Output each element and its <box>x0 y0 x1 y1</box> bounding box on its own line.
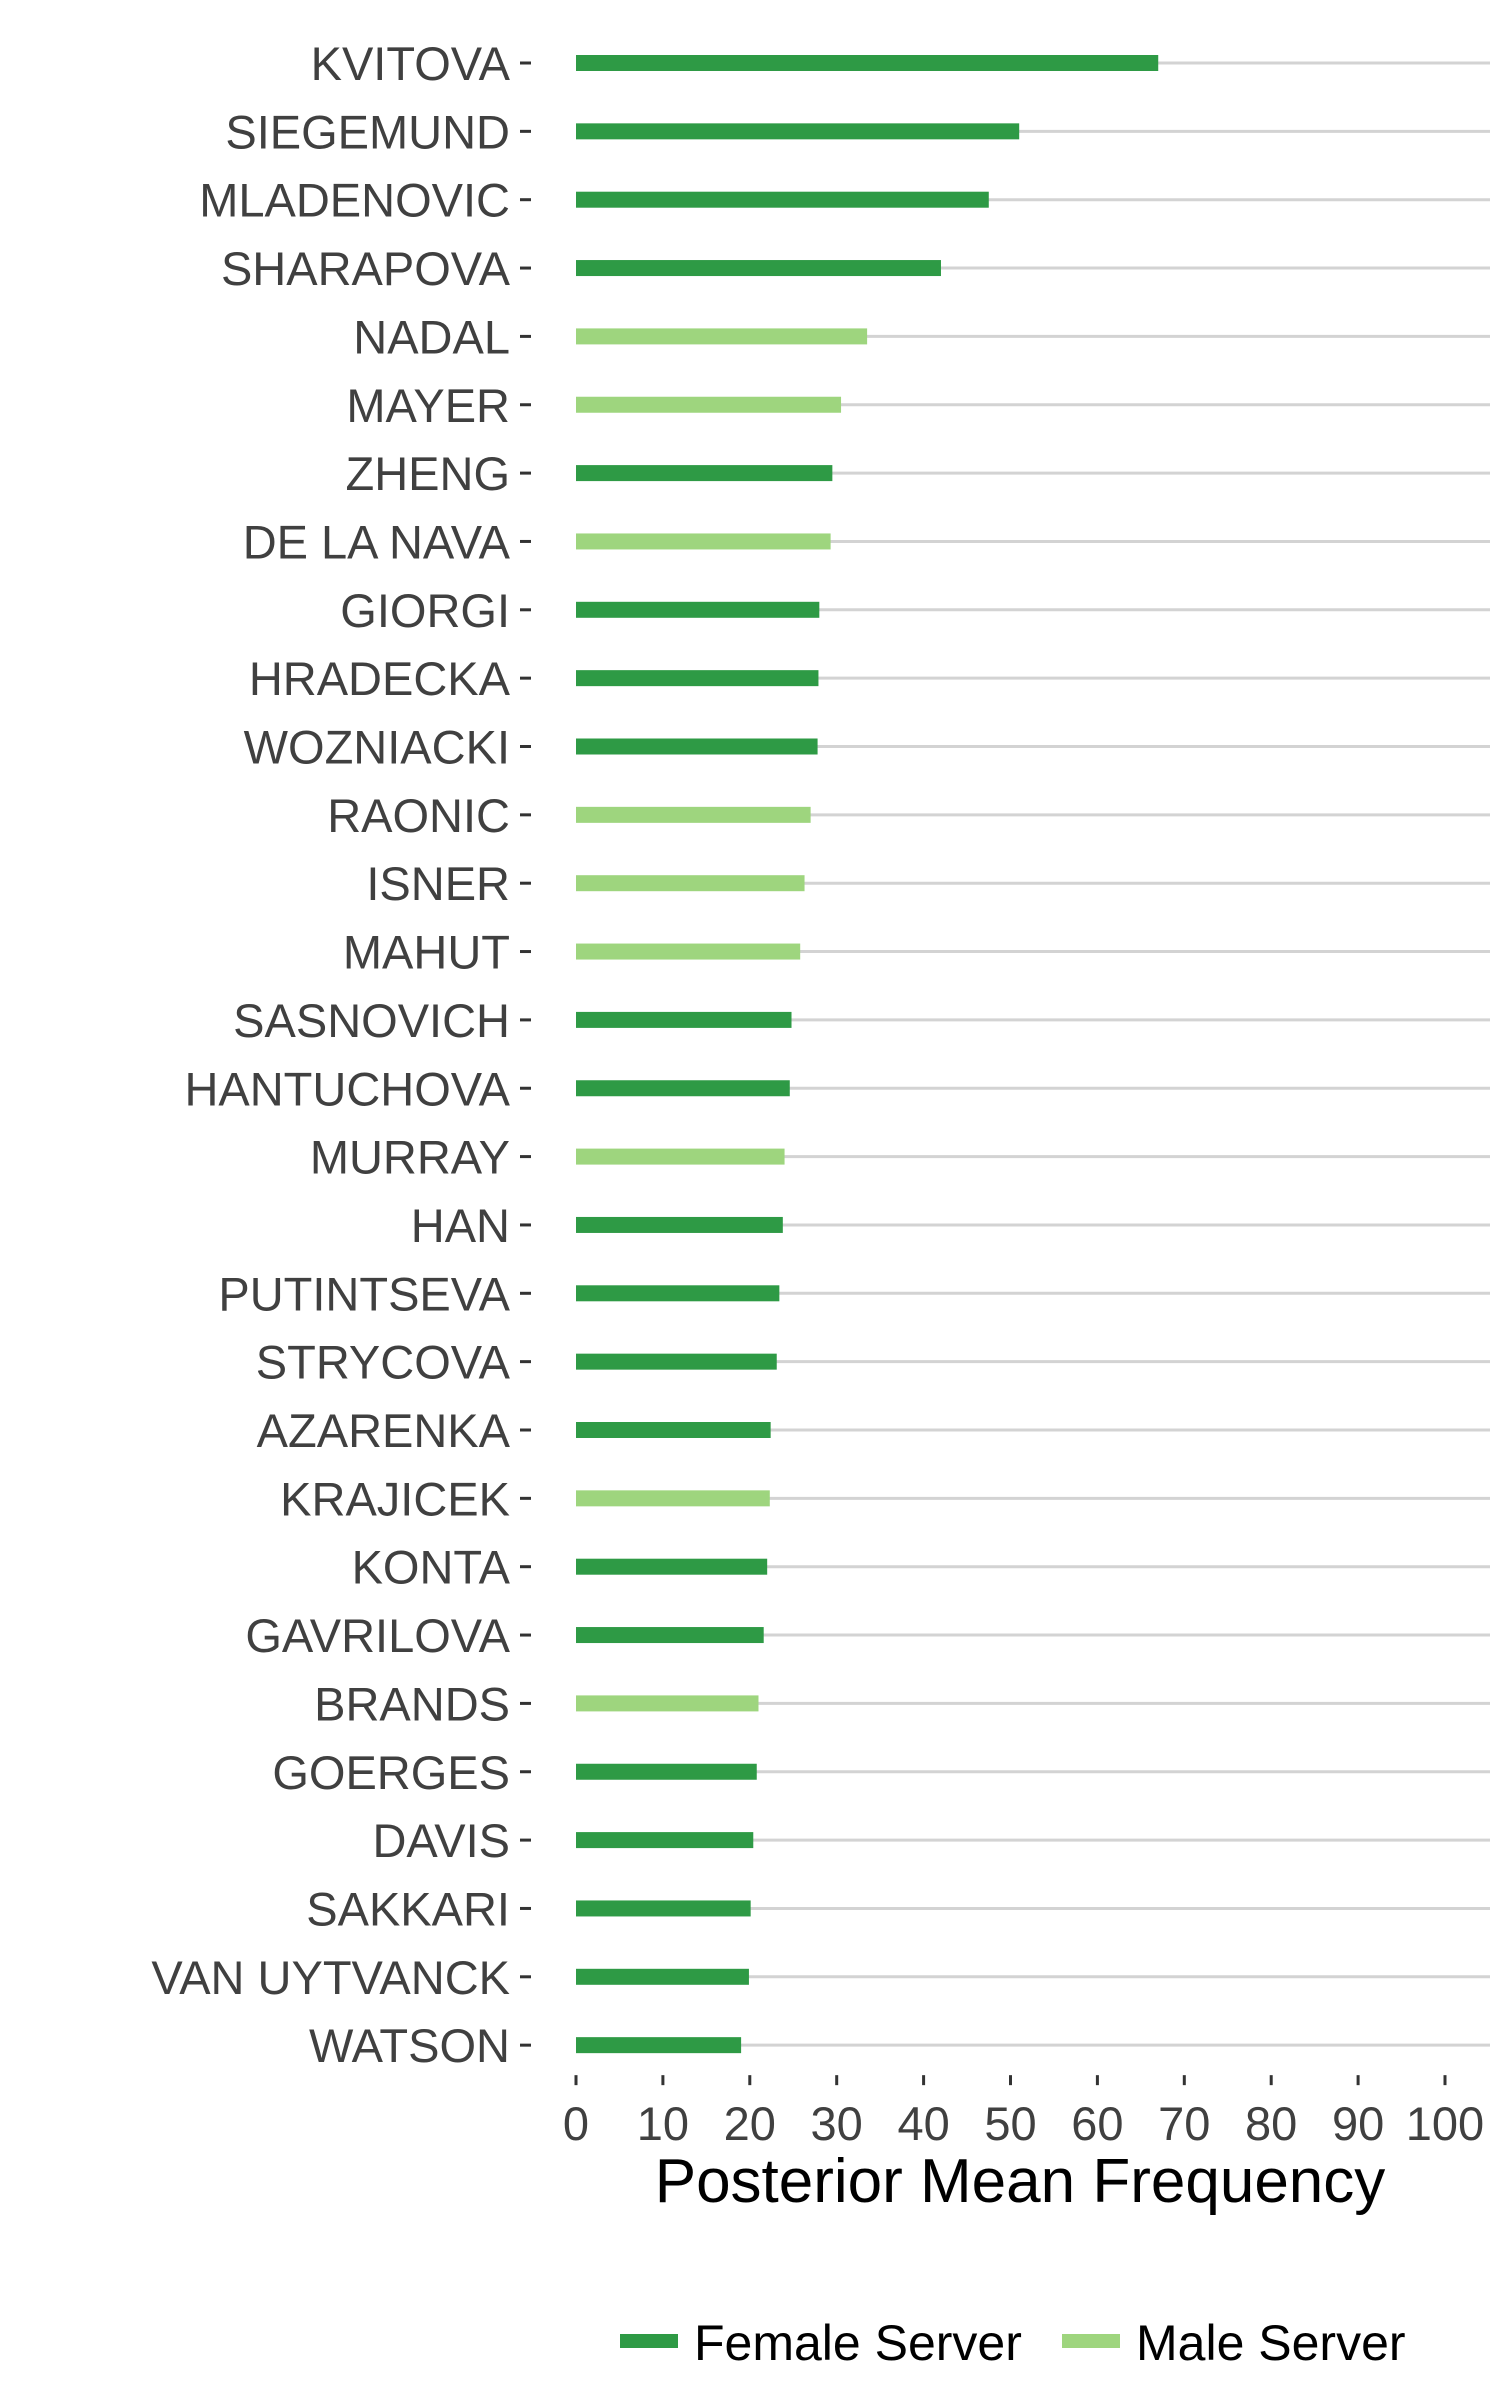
x-axis-ticks: 0 10 20 30 40 50 60 70 80 90 100 <box>563 2075 1484 2150</box>
x-tick-label: 30 <box>811 2097 863 2150</box>
y-tick-label: GIORGI <box>340 584 510 637</box>
y-tick-label: MAHUT <box>343 926 510 979</box>
x-tick-label: 20 <box>724 2097 776 2150</box>
legend-label-male: Male Server <box>1136 2315 1406 2371</box>
y-tick-label: DAVIS <box>372 1814 510 1867</box>
bar-nadal <box>576 328 868 345</box>
x-tick-label: 90 <box>1332 2097 1384 2150</box>
x-tick-label: 10 <box>637 2097 689 2150</box>
y-tick-label: WATSON <box>309 2019 510 2072</box>
bar-van-uytvanck <box>576 1968 749 1985</box>
y-axis-labels: KVITOVA SIEGEMUND MLADENOVIC SHARAPOVA NADAL… <box>151 37 531 2072</box>
bar-mayer <box>576 396 842 413</box>
y-tick-label: STRYCOVA <box>256 1336 511 1389</box>
x-axis-title: Posterior Mean Frequency <box>655 2147 1386 2216</box>
bar-sasnovich <box>576 1011 792 1028</box>
bar-mahut <box>576 943 801 960</box>
bar-davis <box>576 1832 754 1849</box>
y-tick-label: BRANDS <box>314 1677 510 1730</box>
y-tick-label: GAVRILOVA <box>245 1609 510 1662</box>
bar-azarenka <box>576 1422 771 1438</box>
legend-label-female: Female Server <box>694 2315 1022 2371</box>
y-tick-label: HRADECKA <box>249 652 511 705</box>
bar-mladenovic <box>576 191 989 208</box>
legend: Female Server Male Server <box>620 2315 1406 2371</box>
bar-kvitova <box>576 55 1159 71</box>
x-tick-label: 80 <box>1245 2097 1297 2150</box>
bar-zheng <box>576 465 833 482</box>
y-tick-label: ZHENG <box>346 447 511 500</box>
bar-sharapova <box>576 260 941 277</box>
y-tick-label: SIEGEMUND <box>225 105 510 158</box>
bar-de-la-nava <box>576 533 831 550</box>
y-tick-label: AZARENKA <box>257 1404 511 1457</box>
x-tick-label: 40 <box>897 2097 949 2150</box>
bar-gavrilova <box>576 1627 764 1644</box>
y-tick-label: KVITOVA <box>311 37 511 90</box>
y-tick-label: KONTA <box>352 1541 511 1594</box>
y-tick-label: NADAL <box>353 310 510 363</box>
bar-murray <box>576 1148 785 1165</box>
bar-strycova <box>576 1353 777 1370</box>
x-tick-label: 50 <box>984 2097 1036 2150</box>
bar-putintseva <box>576 1285 780 1302</box>
bar-brands <box>576 1695 759 1712</box>
y-tick-label: SHARAPOVA <box>221 242 511 295</box>
bar-han <box>576 1216 783 1233</box>
gridlines <box>576 61 1490 2047</box>
y-tick-label: GOERGES <box>272 1746 510 1799</box>
y-tick-label: MAYER <box>346 379 510 432</box>
x-tick-label: 100 <box>1406 2097 1484 2150</box>
legend-key-male <box>1062 2334 1120 2348</box>
bars <box>576 55 1159 2054</box>
bar-raonic <box>576 806 811 823</box>
bar-goerges <box>576 1763 757 1780</box>
y-tick-label: PUTINTSEVA <box>218 1267 510 1320</box>
bar-hradecka <box>576 670 819 687</box>
x-tick-label: 0 <box>563 2097 589 2150</box>
bar-hantuchova <box>576 1080 790 1097</box>
bar-krajicek <box>576 1490 770 1507</box>
x-tick-label: 70 <box>1158 2097 1210 2150</box>
y-tick-label: RAONIC <box>327 789 510 842</box>
bar-konta <box>576 1558 768 1575</box>
y-tick-label: DE LA NAVA <box>243 515 511 568</box>
y-tick-label: SAKKARI <box>306 1882 510 1935</box>
bar-wozniacki <box>576 738 818 755</box>
y-tick-label: KRAJICEK <box>280 1472 510 1525</box>
bar-giorgi <box>576 601 820 618</box>
y-tick-label: MLADENOVIC <box>199 174 510 227</box>
bar-watson <box>576 2037 742 2054</box>
y-tick-label: VAN UYTVANCK <box>151 1951 510 2004</box>
y-tick-label: MURRAY <box>310 1131 510 1184</box>
y-tick-label: ISNER <box>366 857 510 910</box>
bar-siegemund <box>576 123 1020 140</box>
bar-isner <box>576 875 805 892</box>
y-tick-label: HANTUCHOVA <box>184 1062 510 1115</box>
y-tick-label: WOZNIACKI <box>244 721 510 774</box>
x-tick-label: 60 <box>1071 2097 1123 2150</box>
y-tick-label: HAN <box>411 1199 510 1252</box>
legend-key-female <box>620 2334 678 2348</box>
bar-sakkari <box>576 1900 751 1917</box>
y-tick-label: SASNOVICH <box>233 994 510 1047</box>
